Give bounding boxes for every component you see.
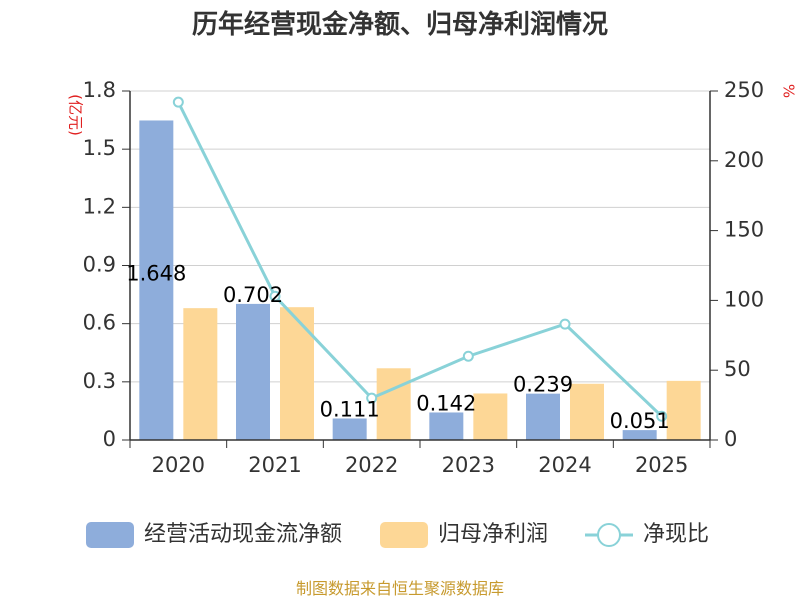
left-tick-label: 1.8 <box>83 78 116 102</box>
bar <box>376 368 411 440</box>
bar-series <box>139 120 701 441</box>
line-point <box>269 290 281 302</box>
left-axis-unit: (亿元) <box>67 94 85 136</box>
bar-data-label: 0.142 <box>416 391 476 415</box>
left-tick-label: 1.5 <box>83 136 116 160</box>
data-labels: 1.648 0.702 0.111 0.142 0.239 0.051 <box>126 261 669 433</box>
right-tick-label: 200 <box>724 148 764 172</box>
grid-lines <box>130 90 710 383</box>
legend: 经营活动现金流净额 归母净利润 净现比 <box>86 522 709 548</box>
right-tick-label: 50 <box>724 357 751 381</box>
x-tick-label: 2023 <box>442 453 495 477</box>
bar <box>526 393 560 440</box>
left-tick-label: 0.3 <box>83 369 116 393</box>
left-tick-label: 1.2 <box>83 194 116 218</box>
bar <box>183 308 218 440</box>
legend-marker <box>597 523 621 547</box>
line-series <box>172 96 668 422</box>
x-tick-label: 2022 <box>345 453 398 477</box>
axes: 0 0.3 0.6 0.9 1.2 1.5 1.8 0 50 100 150 200 250 2020 20… <box>83 78 765 477</box>
bar-data-label: 1.648 <box>126 261 186 285</box>
bar <box>622 430 657 440</box>
right-tick-label: 150 <box>724 218 764 242</box>
bar <box>332 418 367 440</box>
line-point <box>172 96 184 108</box>
source-note: 制图数据来自恒生聚源数据库 <box>296 579 504 598</box>
legend-label: 净现比 <box>643 522 709 547</box>
line-point <box>559 318 571 330</box>
x-tick-label: 2021 <box>248 453 301 477</box>
legend-swatch <box>86 522 134 548</box>
x-tick-label: 2025 <box>635 453 688 477</box>
bar <box>666 380 701 440</box>
chart-title: 历年经营现金净额、归母净利润情况 <box>192 9 608 40</box>
legend-label: 经营活动现金流净额 <box>144 522 342 547</box>
legend-label: 归母净利润 <box>438 522 548 547</box>
bar <box>473 393 508 440</box>
x-tick-label: 2024 <box>538 453 591 477</box>
bar-data-label: 0.051 <box>610 409 670 433</box>
bar <box>570 383 604 440</box>
bar <box>236 303 270 440</box>
right-tick-label: 100 <box>724 287 764 311</box>
line-point <box>366 392 378 404</box>
bar <box>139 120 174 441</box>
left-tick-label: 0.9 <box>83 253 116 277</box>
left-tick-label: 0 <box>103 427 116 451</box>
line-point <box>656 410 668 422</box>
bar-data-label: 0.702 <box>223 283 283 307</box>
bar <box>429 412 464 440</box>
line-path <box>176 101 663 418</box>
left-tick-label: 0.6 <box>83 311 116 335</box>
legend-swatch <box>380 522 428 548</box>
x-tick-label: 2020 <box>152 453 205 477</box>
right-tick-label: 250 <box>724 78 764 102</box>
bar <box>280 307 314 440</box>
bar-data-label: 0.239 <box>513 373 573 397</box>
bar-data-label: 0.111 <box>320 397 380 421</box>
right-axis-unit: % <box>780 84 798 98</box>
right-tick-label: 0 <box>724 427 737 451</box>
line-point <box>462 350 474 362</box>
